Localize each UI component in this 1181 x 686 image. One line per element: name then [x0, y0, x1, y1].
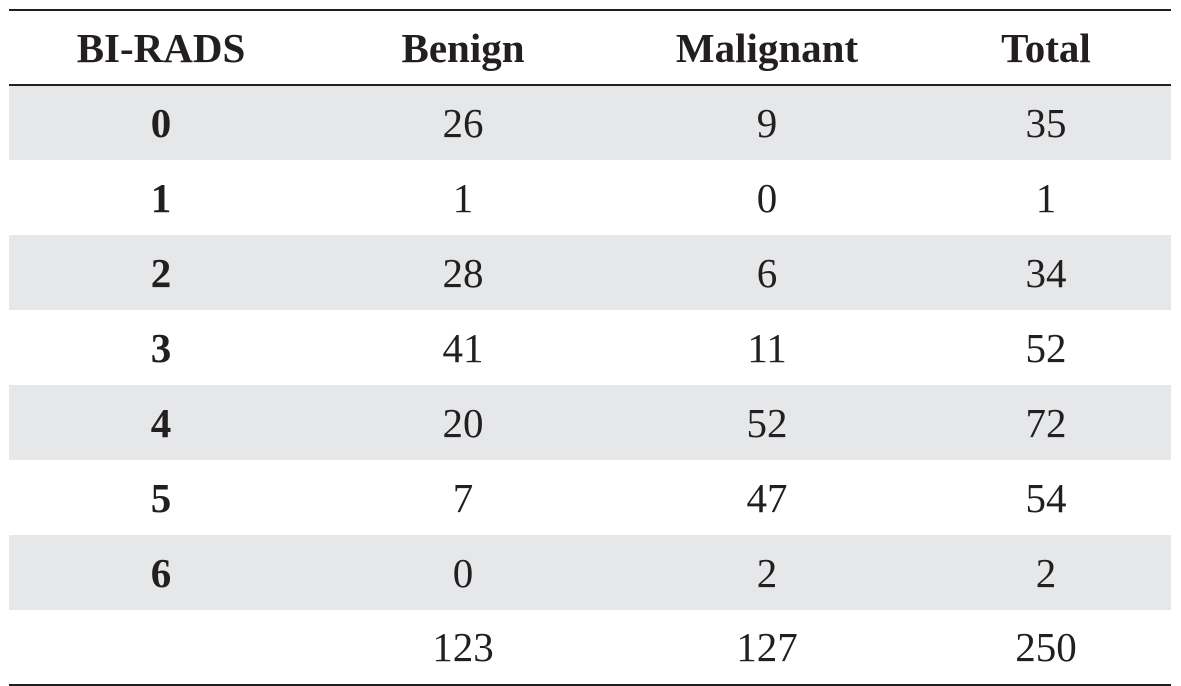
table-row: 1 1 0 1 [9, 160, 1171, 235]
benign-count: 41 [442, 324, 484, 371]
benign-count: 20 [313, 385, 613, 460]
birads-category: 3 [150, 324, 172, 371]
header-birads: BI-RADS [9, 9, 313, 86]
malignant-count: 11 [747, 324, 787, 371]
birads-table-container: BI-RADS Benign Malignant Total 0 26 9 35… [9, 9, 1171, 686]
row-total: 1 [1035, 174, 1057, 221]
malignant-count: 2 [613, 535, 921, 610]
benign-count: 28 [313, 235, 613, 310]
row-total: 2 [921, 535, 1171, 610]
birads-category: 6 [9, 535, 313, 610]
row-total: 34 [921, 235, 1171, 310]
totals-label [9, 610, 313, 686]
header-benign: Benign [313, 9, 613, 86]
table-row: 0 26 9 35 [9, 85, 1171, 160]
table-row: 4 20 52 72 [9, 385, 1171, 460]
header-malignant: Malignant [613, 9, 921, 86]
benign-count: 0 [313, 535, 613, 610]
malignant-count: 6 [613, 235, 921, 310]
row-total: 52 [1025, 324, 1067, 371]
table-row: 2 28 6 34 [9, 235, 1171, 310]
header-total: Total [921, 9, 1171, 86]
malignant-count: 9 [613, 85, 921, 160]
malignant-count: 52 [613, 385, 921, 460]
table-row: 5 7 47 54 [9, 460, 1171, 535]
table-row: 6 0 2 2 [9, 535, 1171, 610]
malignant-total: 127 [613, 610, 921, 686]
malignant-count: 47 [746, 474, 788, 521]
header-row: BI-RADS Benign Malignant Total [9, 9, 1171, 86]
totals-row: 123 127 250 [9, 610, 1171, 686]
row-total: 35 [921, 85, 1171, 160]
birads-category: 0 [9, 85, 313, 160]
table-row: 3 41 11 52 [9, 310, 1171, 385]
row-total: 54 [1025, 474, 1067, 521]
birads-category: 2 [9, 235, 313, 310]
birads-table: BI-RADS Benign Malignant Total 0 26 9 35… [9, 9, 1171, 686]
row-total: 72 [921, 385, 1171, 460]
birads-category: 1 [150, 174, 172, 221]
benign-total: 123 [313, 610, 613, 686]
malignant-count: 0 [756, 174, 778, 221]
benign-count: 1 [452, 174, 474, 221]
birads-category: 4 [9, 385, 313, 460]
grand-total: 250 [921, 610, 1171, 686]
benign-count: 7 [452, 474, 474, 521]
benign-count: 26 [313, 85, 613, 160]
birads-category: 5 [150, 474, 172, 521]
